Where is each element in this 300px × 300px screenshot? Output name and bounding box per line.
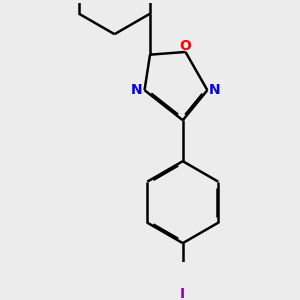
- Text: I: I: [180, 287, 185, 300]
- Text: N: N: [209, 83, 221, 97]
- Text: O: O: [180, 39, 191, 53]
- Text: N: N: [131, 83, 143, 97]
